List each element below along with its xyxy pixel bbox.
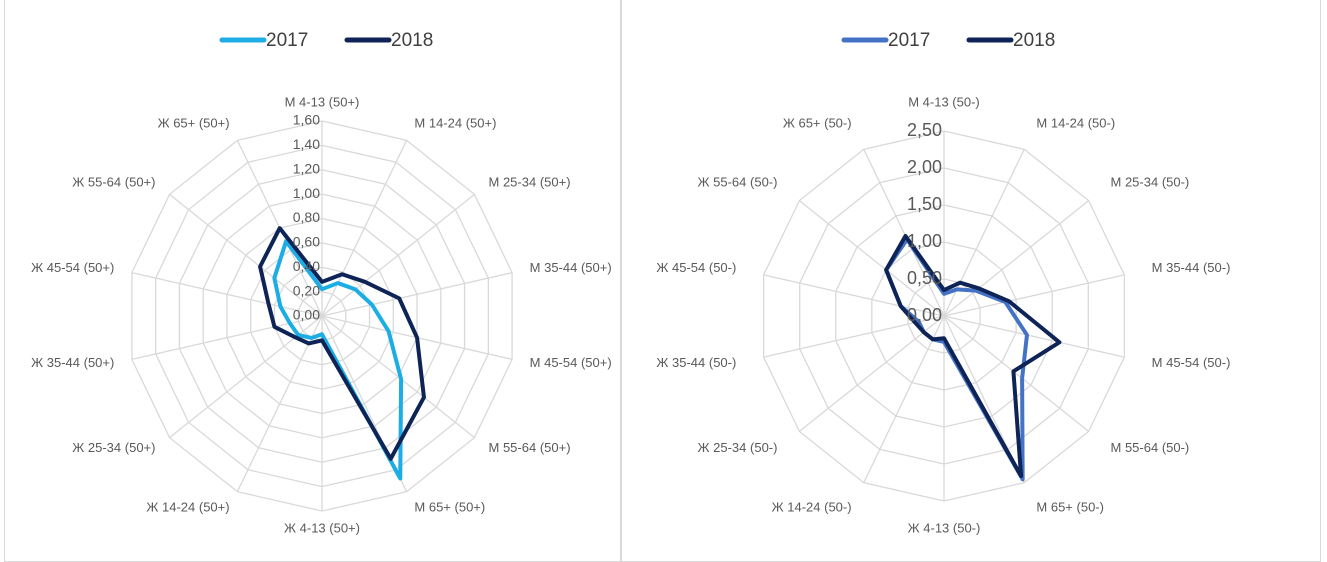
spoke <box>798 200 945 317</box>
spoke <box>763 274 945 317</box>
category-label: М 14-24 (50+) <box>414 116 496 131</box>
legend-label: 2018 <box>1013 30 1055 51</box>
legend-label: 2018 <box>391 30 433 51</box>
category-label: М 25-34 (50+) <box>489 175 571 190</box>
category-label: Ж 35-44 (50-) <box>656 355 736 370</box>
series-line <box>258 226 426 461</box>
spoke <box>131 271 323 317</box>
category-label: Ж 4-13 (50+) <box>284 520 360 535</box>
category-label: Ж 65+ (50+) <box>158 116 230 131</box>
axis-tick-label: 1,20 <box>293 160 320 176</box>
axis-tick-label: 0,20 <box>293 282 320 298</box>
category-label: Ж 25-34 (50-) <box>698 440 778 455</box>
spoke <box>798 315 945 432</box>
category-label: Ж 25-34 (50+) <box>72 440 155 455</box>
axis-tick-label: 0,00 <box>907 305 942 325</box>
legend-label: 2017 <box>266 30 308 51</box>
category-label: М 55-64 (50-) <box>1111 440 1190 455</box>
axis-tick-label: 1,50 <box>907 194 942 214</box>
series-line <box>272 239 404 481</box>
spoke <box>321 315 475 439</box>
spoke <box>169 193 323 317</box>
spoke <box>321 140 408 317</box>
spoke <box>943 200 1090 317</box>
category-label: М 55-64 (50+) <box>489 440 571 455</box>
category-label: Ж 45-54 (50+) <box>31 260 114 275</box>
category-label: М 14-24 (50-) <box>1036 116 1115 131</box>
category-label: Ж 14-24 (50+) <box>146 499 229 514</box>
spoke <box>321 271 513 317</box>
category-label: М 45-54 (50-) <box>1152 355 1231 370</box>
spoke <box>863 149 945 317</box>
series-line <box>884 233 1062 479</box>
category-label: Ж 55-64 (50+) <box>72 175 155 190</box>
category-label: М 4-13 (50+) <box>285 94 360 109</box>
category-label: Ж 14-24 (50-) <box>772 499 852 514</box>
axis-tick-label: 2,00 <box>907 157 942 177</box>
category-label: М 25-34 (50-) <box>1111 175 1190 190</box>
axis-tick-label: 1,40 <box>293 136 320 152</box>
category-label: М 45-54 (50+) <box>530 355 612 370</box>
category-label: Ж 55-64 (50-) <box>698 175 778 190</box>
spoke <box>943 315 1125 358</box>
legend-label: 2017 <box>888 30 930 51</box>
axis-tick-label: 1,00 <box>907 231 942 251</box>
axis-tick-label: 0,60 <box>293 234 320 250</box>
radar-chart: М 4-13 (50-) М 14-24 (50-) М 25-34 (50-) М … <box>621 0 1321 562</box>
category-label: М 65+ (50+) <box>414 499 485 514</box>
axis-tick-label: 0,50 <box>907 268 942 288</box>
radar-chart: М 4-13 (50+) М 14-24 (50+) М 25-34 (50+) М … <box>4 0 621 562</box>
axis-tick-label: 1,60 <box>293 112 320 128</box>
spoke <box>863 315 945 483</box>
axis-tick-label: 1,00 <box>293 185 320 201</box>
axis-tick-label: 0,00 <box>293 307 320 323</box>
axis-tick-label: 0,40 <box>293 258 320 274</box>
spoke <box>943 315 1090 432</box>
category-label: Ж 35-44 (50+) <box>31 355 114 370</box>
category-label: Ж 4-13 (50-) <box>908 520 981 535</box>
category-label: М 65+ (50-) <box>1036 499 1104 514</box>
category-label: Ж 65+ (50-) <box>783 116 852 131</box>
axis-tick-label: 0,80 <box>293 209 320 225</box>
category-label: М 35-44 (50-) <box>1152 260 1231 275</box>
axis-tick-label: 2,50 <box>907 120 942 140</box>
category-label: Ж 45-54 (50-) <box>656 260 736 275</box>
spoke <box>943 274 1125 317</box>
category-label: М 35-44 (50+) <box>530 260 612 275</box>
spoke <box>236 315 323 492</box>
category-label: М 4-13 (50-) <box>908 94 980 109</box>
spoke <box>321 193 475 317</box>
